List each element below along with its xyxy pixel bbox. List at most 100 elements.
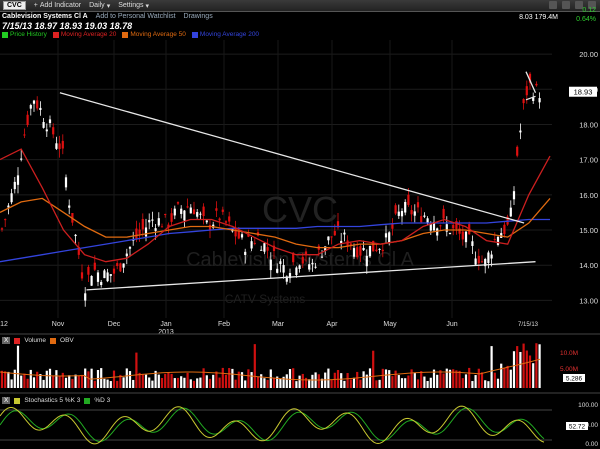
candle-body <box>266 247 269 251</box>
candle-body <box>240 234 244 238</box>
volume-bar <box>212 374 215 388</box>
volume-bar <box>90 368 93 388</box>
candle-body <box>496 236 500 245</box>
candle-body <box>237 230 240 239</box>
print-icon[interactable] <box>575 1 583 9</box>
volume-bar <box>199 377 202 388</box>
candle-body <box>346 240 349 247</box>
volume-bar <box>301 373 304 388</box>
volume-bar <box>384 369 388 388</box>
volume-bar <box>167 372 170 388</box>
y-tick-label: 14.00 <box>579 261 598 270</box>
volume-bar <box>173 378 176 388</box>
obv-line <box>0 358 541 381</box>
grid-icon[interactable] <box>549 1 557 9</box>
stoch-axis-label: 50.00 <box>582 422 599 429</box>
volume-bar <box>116 380 119 388</box>
candle-body <box>42 122 45 128</box>
candle-body <box>410 210 413 215</box>
volume-bar <box>7 371 10 388</box>
candle-body <box>423 215 426 217</box>
volume-bar <box>42 379 45 388</box>
stoch-d-swatch <box>84 397 91 404</box>
candle-body <box>340 240 343 244</box>
watermark-sector: CATV Systems <box>225 292 305 306</box>
volume-bar <box>144 374 148 388</box>
volume-bar <box>20 375 23 388</box>
candle-body <box>20 158 23 160</box>
volume-bar <box>378 379 381 388</box>
price-volume-readout: 8.03 179.4M <box>519 14 558 21</box>
chevron-down-icon: ▾ <box>106 2 111 10</box>
volume-bar <box>103 378 106 388</box>
volume-bar <box>525 350 528 388</box>
volume-bar <box>266 379 269 388</box>
close-icon[interactable]: X <box>2 397 11 404</box>
volume-bar <box>205 375 208 388</box>
volume-bar <box>196 378 199 388</box>
legend: Price History Moving Average 20 Moving Ave… <box>2 31 259 38</box>
layout-icon[interactable] <box>562 1 570 9</box>
volume-bar <box>250 372 253 388</box>
candle-body <box>103 270 106 279</box>
volume-bar <box>160 378 164 388</box>
candle-body <box>39 107 42 110</box>
legend-swatch <box>52 31 59 38</box>
volume-bar <box>84 368 87 388</box>
candle-body <box>324 246 327 251</box>
volume-bar <box>509 369 512 388</box>
watchlist-link[interactable]: Add to Personal Watchlist <box>95 13 176 20</box>
close-icon[interactable] <box>588 1 596 9</box>
candle-body <box>442 208 445 219</box>
close-icon[interactable]: X <box>2 337 11 344</box>
volume-bar <box>128 371 132 388</box>
volume-bar <box>234 379 237 388</box>
legend-item[interactable]: Price History <box>2 31 47 38</box>
stoch-swatch <box>14 397 21 404</box>
candle-body <box>173 208 176 216</box>
volume-bar <box>240 372 244 388</box>
volume-bar <box>189 379 192 388</box>
settings-button[interactable]: Settings ▾ <box>118 2 149 10</box>
add-indicator-label: Add Indicator <box>39 2 82 9</box>
candle-body <box>285 276 288 282</box>
candle-body <box>282 265 285 273</box>
add-indicator-button[interactable]: + Add Indicator <box>34 2 81 9</box>
volume-bar <box>458 370 461 388</box>
candle-body <box>477 255 480 264</box>
ma200-line <box>0 218 550 263</box>
change-value: 0.12 <box>582 7 596 14</box>
volume-tag <box>563 374 585 382</box>
volume-bar <box>480 372 484 388</box>
volume-bar <box>176 377 180 388</box>
volume-bar <box>317 374 320 388</box>
volume-bar <box>132 379 135 388</box>
volume-bar <box>26 378 29 388</box>
change-readout: 0.12 0.64% <box>576 6 596 24</box>
candle-body <box>327 236 330 241</box>
candle-body <box>532 97 535 101</box>
candle-body <box>58 143 61 150</box>
legend-item[interactable]: Moving Average 200 <box>191 31 259 38</box>
legend-item[interactable]: Moving Average 20 <box>52 31 116 38</box>
volume-bar <box>381 368 384 388</box>
x-tick-label: 2013 <box>158 329 174 336</box>
stoch-panel-label: X Stochastics 5 %K 3 %D 3 <box>2 397 110 404</box>
volume-bar <box>228 368 231 388</box>
volume-bar <box>218 377 221 388</box>
legend-item[interactable]: Moving Average 50 <box>122 31 186 38</box>
symbol-input[interactable]: CVC <box>3 1 26 10</box>
volume-bar <box>32 377 36 388</box>
timeframe-select[interactable]: Daily ▾ <box>89 2 110 10</box>
drawings-link[interactable]: Drawings <box>183 13 213 20</box>
volume-bar <box>295 381 298 388</box>
candle-body <box>125 253 128 257</box>
candle-body <box>141 218 144 230</box>
candle-body <box>394 205 397 214</box>
candle-body <box>509 207 512 217</box>
volume-bar <box>122 377 125 388</box>
x-tick-label: Feb <box>218 321 230 328</box>
candle-body <box>0 228 4 230</box>
trendline <box>525 95 536 101</box>
